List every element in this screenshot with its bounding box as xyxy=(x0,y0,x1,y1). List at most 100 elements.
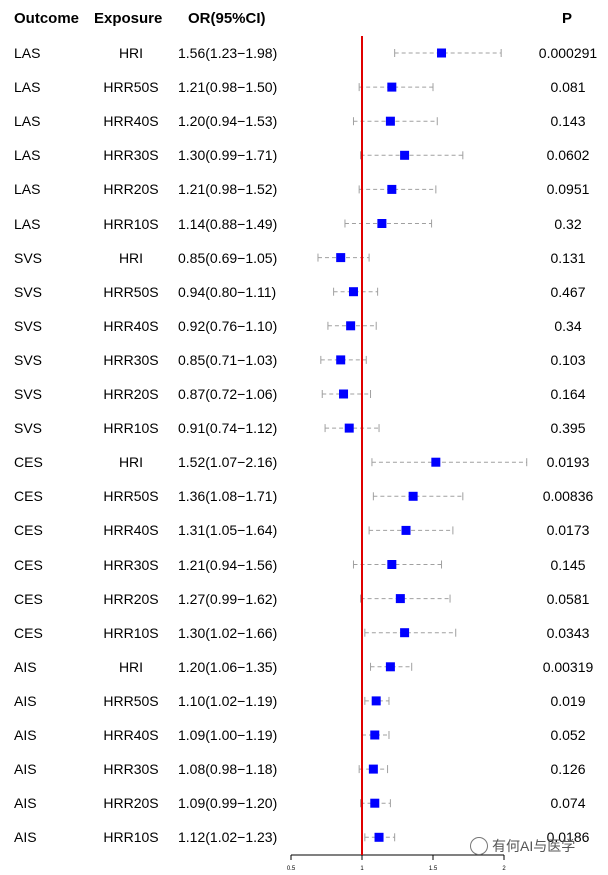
outcome-cell: AIS xyxy=(14,727,37,743)
or-point xyxy=(385,116,395,126)
or-ci-cell: 1.14(0.88−1.49) xyxy=(178,215,278,232)
exposure-cell: HRR40S xyxy=(103,317,159,334)
or-ci-cell: 0.91(0.74−1.12) xyxy=(178,420,278,437)
or-point xyxy=(348,287,358,297)
outcome-cell: CES xyxy=(14,454,43,471)
exposure-cell: HRR30S xyxy=(103,147,159,164)
p-value-cell: 0.000291 xyxy=(538,45,598,61)
exposure-cell: HRI xyxy=(118,249,144,266)
x-tick-label: 1 xyxy=(360,866,364,872)
p-value-cell: 0.0186 xyxy=(546,829,590,846)
or-point xyxy=(374,832,384,842)
or-ci-cell: 1.52(1.07−2.16) xyxy=(178,454,278,471)
exposure-cell: HRR10S xyxy=(103,829,159,846)
exposure-cell: HRR50S xyxy=(103,283,159,300)
or-ci-cell: 1.56(1.23−1.98) xyxy=(178,45,278,61)
p-value-cell: 0.145 xyxy=(550,556,586,573)
outcome-cell: SVS xyxy=(14,249,43,266)
p-value-cell: 0.395 xyxy=(550,420,586,437)
or-point xyxy=(377,219,387,228)
or-ci-cell: 1.36(1.08−1.71) xyxy=(178,488,278,505)
or-ci-cell: 1.10(1.02−1.19) xyxy=(178,692,278,709)
or-ci-cell: 1.30(0.99−1.71) xyxy=(178,147,278,164)
outcome-cell: LAS xyxy=(14,147,41,164)
or-ci-cell: 1.27(0.99−1.62) xyxy=(178,590,278,607)
outcome-cell: CES xyxy=(14,488,43,505)
header-outcome: Outcome xyxy=(14,10,80,27)
outcome-cell: SVS xyxy=(14,317,43,334)
or-point xyxy=(344,423,354,433)
exposure-cell: HRR30S xyxy=(103,761,159,778)
p-value-cell: 0.131 xyxy=(550,249,586,266)
header-or: OR(95%CI) xyxy=(188,10,266,27)
or-point xyxy=(408,491,418,501)
outcome-cell: LAS xyxy=(14,79,41,96)
p-value-cell: 0.074 xyxy=(550,795,586,812)
or-ci-cell: 0.92(0.76−1.10) xyxy=(178,317,278,334)
outcome-cell: CES xyxy=(14,590,43,607)
or-ci-cell: 1.21(0.98−1.52) xyxy=(178,181,278,198)
p-value-cell: 0.0581 xyxy=(546,590,590,607)
exposure-cell: HRR40S xyxy=(103,522,159,539)
exposure-cell: HRR30S xyxy=(103,556,159,573)
or-point xyxy=(336,253,346,263)
p-value-cell: 0.0193 xyxy=(546,454,590,471)
exposure-cell: HRR50S xyxy=(103,488,159,505)
exposure-cell: HRR20S xyxy=(103,795,159,812)
x-tick-label: 2 xyxy=(502,866,506,872)
or-ci-cell: 1.21(0.98−1.50) xyxy=(178,79,278,96)
outcome-cell: CES xyxy=(14,624,43,641)
p-value-cell: 0.34 xyxy=(554,317,582,334)
or-ci-cell: 0.85(0.69−1.05) xyxy=(178,249,278,266)
exposure-cell: HRI xyxy=(118,658,144,675)
or-ci-cell: 1.21(0.94−1.56) xyxy=(178,556,278,573)
p-value-cell: 0.126 xyxy=(550,761,586,778)
or-ci-cell: 1.09(1.00−1.19) xyxy=(178,727,278,743)
outcome-cell: LAS xyxy=(14,215,41,232)
p-value-cell: 0.467 xyxy=(550,283,586,300)
p-value-cell: 0.052 xyxy=(550,727,586,743)
or-point xyxy=(370,798,380,808)
or-point xyxy=(400,150,410,160)
outcome-cell: SVS xyxy=(14,420,43,437)
x-tick-label: 0.5 xyxy=(287,866,296,872)
or-ci-cell: 0.87(0.72−1.06) xyxy=(178,386,278,402)
or-point xyxy=(346,321,356,331)
outcome-cell: CES xyxy=(14,522,43,539)
outcome-cell: AIS xyxy=(14,658,37,675)
outcome-cell: SVS xyxy=(14,283,43,300)
wechat-icon xyxy=(470,837,488,855)
exposure-cell: HRR40S xyxy=(103,113,159,130)
p-value-cell: 0.0343 xyxy=(546,624,590,641)
outcome-cell: LAS xyxy=(14,45,41,61)
or-ci-cell: 0.94(0.80−1.11) xyxy=(178,283,277,300)
p-value-cell: 0.081 xyxy=(550,79,586,96)
p-value-cell: 0.164 xyxy=(550,386,586,402)
outcome-cell: CES xyxy=(14,556,43,573)
or-ci-cell: 1.12(1.02−1.23) xyxy=(178,829,278,846)
or-ci-cell: 0.85(0.71−1.03) xyxy=(178,351,278,368)
outcome-cell: LAS xyxy=(14,181,41,198)
header-exposure: Exposure xyxy=(94,10,163,27)
exposure-cell: HRR20S xyxy=(103,181,159,198)
outcome-cell: AIS xyxy=(14,829,37,846)
x-tick-label: 1.5 xyxy=(429,866,438,872)
or-ci-cell: 1.20(1.06−1.35) xyxy=(178,658,278,675)
or-point xyxy=(400,628,410,638)
exposure-cell: HRR30S xyxy=(103,351,159,368)
p-value-cell: 0.103 xyxy=(550,351,586,368)
or-ci-cell: 1.08(0.98−1.18) xyxy=(178,761,278,778)
exposure-cell: HRR50S xyxy=(103,79,159,96)
or-point xyxy=(371,696,381,706)
or-ci-cell: 1.30(1.02−1.66) xyxy=(178,624,278,641)
p-value-cell: 0.0602 xyxy=(546,147,590,164)
outcome-cell: AIS xyxy=(14,795,37,812)
p-value-cell: 0.00319 xyxy=(542,658,594,675)
or-point xyxy=(431,457,441,467)
watermark: 有何AI与医学 xyxy=(470,836,575,856)
outcome-cell: SVS xyxy=(14,351,43,368)
p-value-cell: 0.0173 xyxy=(546,522,590,539)
exposure-cell: HRR10S xyxy=(103,624,159,641)
exposure-cell: HRR20S xyxy=(103,590,159,607)
